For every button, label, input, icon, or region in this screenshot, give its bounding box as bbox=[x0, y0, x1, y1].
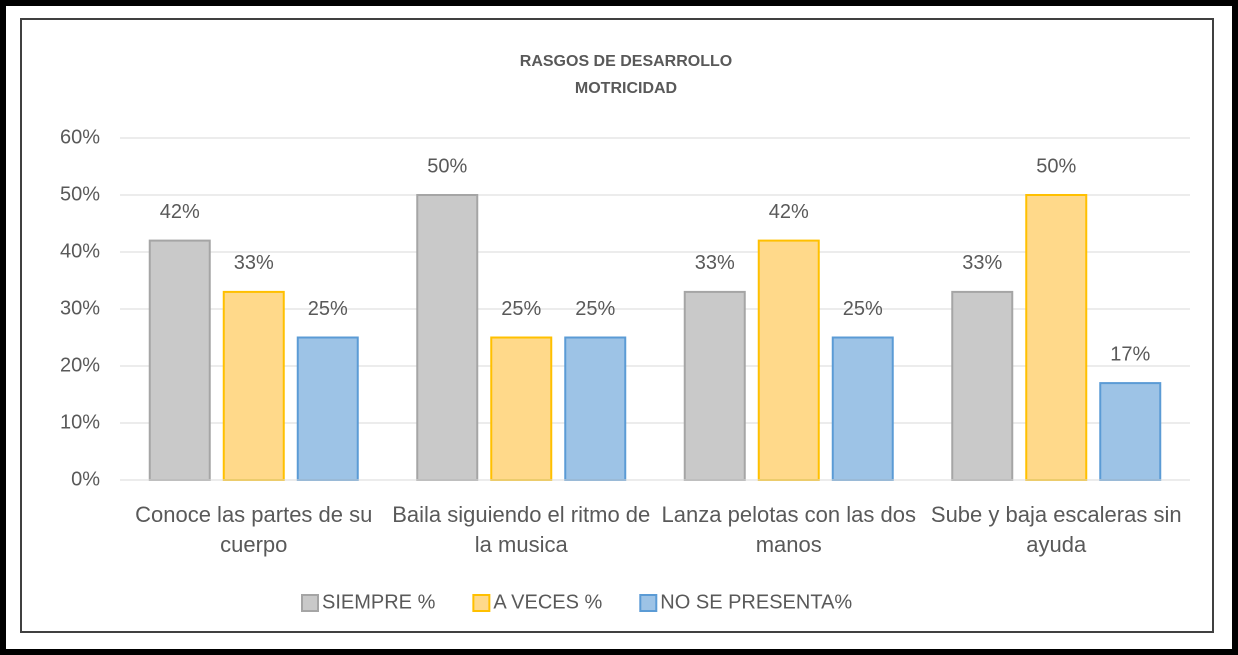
data-label: 25% bbox=[843, 298, 883, 320]
chart-subtitle: MOTRICIDAD bbox=[575, 80, 677, 97]
data-label: 17% bbox=[1110, 343, 1150, 365]
legend-swatch bbox=[472, 594, 491, 612]
bar bbox=[757, 239, 820, 481]
legend-swatch bbox=[639, 594, 658, 612]
x-tick-label: Conoce las partes de su cuerpo bbox=[135, 502, 373, 557]
data-label: 33% bbox=[695, 252, 735, 274]
bar bbox=[1099, 382, 1162, 482]
y-tick-label: 40% bbox=[60, 240, 100, 262]
y-tick-label: 60% bbox=[60, 126, 100, 148]
x-tick-label: Baila siguiendo el ritmo de la musica bbox=[392, 502, 651, 557]
y-tick-label: 0% bbox=[71, 468, 100, 490]
data-label: 50% bbox=[1036, 155, 1076, 177]
chart-title: RASGOS DE DESARROLLO bbox=[520, 53, 732, 70]
bar bbox=[564, 336, 627, 481]
legend-label: A VECES % bbox=[493, 591, 602, 613]
bar bbox=[296, 336, 359, 481]
bar bbox=[416, 194, 479, 481]
y-tick-label: 10% bbox=[60, 411, 100, 433]
bar bbox=[222, 290, 285, 481]
chart-frame bbox=[20, 18, 1214, 633]
bar bbox=[831, 336, 894, 481]
data-label: 33% bbox=[962, 252, 1002, 274]
bar bbox=[951, 290, 1014, 481]
bar bbox=[683, 290, 746, 481]
data-label: 42% bbox=[160, 201, 200, 223]
x-tick-label: Sube y baja escaleras sin ayuda bbox=[930, 502, 1182, 557]
y-tick-label: 20% bbox=[60, 354, 100, 376]
data-label: 42% bbox=[769, 201, 809, 223]
bar bbox=[1025, 194, 1088, 481]
data-label: 25% bbox=[501, 298, 541, 320]
y-tick-label: 30% bbox=[60, 297, 100, 319]
legend-label: SIEMPRE % bbox=[322, 591, 436, 613]
data-label: 25% bbox=[575, 298, 615, 320]
x-tick-label: Lanza pelotas con las dos manos bbox=[661, 502, 916, 557]
y-tick-label: 50% bbox=[60, 183, 100, 205]
legend-swatch bbox=[301, 594, 319, 612]
bar bbox=[148, 239, 211, 481]
bar bbox=[490, 336, 553, 481]
data-label: 33% bbox=[234, 252, 274, 274]
data-label: 25% bbox=[308, 298, 348, 320]
legend-label: NO SE PRESENTA% bbox=[660, 591, 852, 613]
data-label: 50% bbox=[427, 155, 467, 177]
